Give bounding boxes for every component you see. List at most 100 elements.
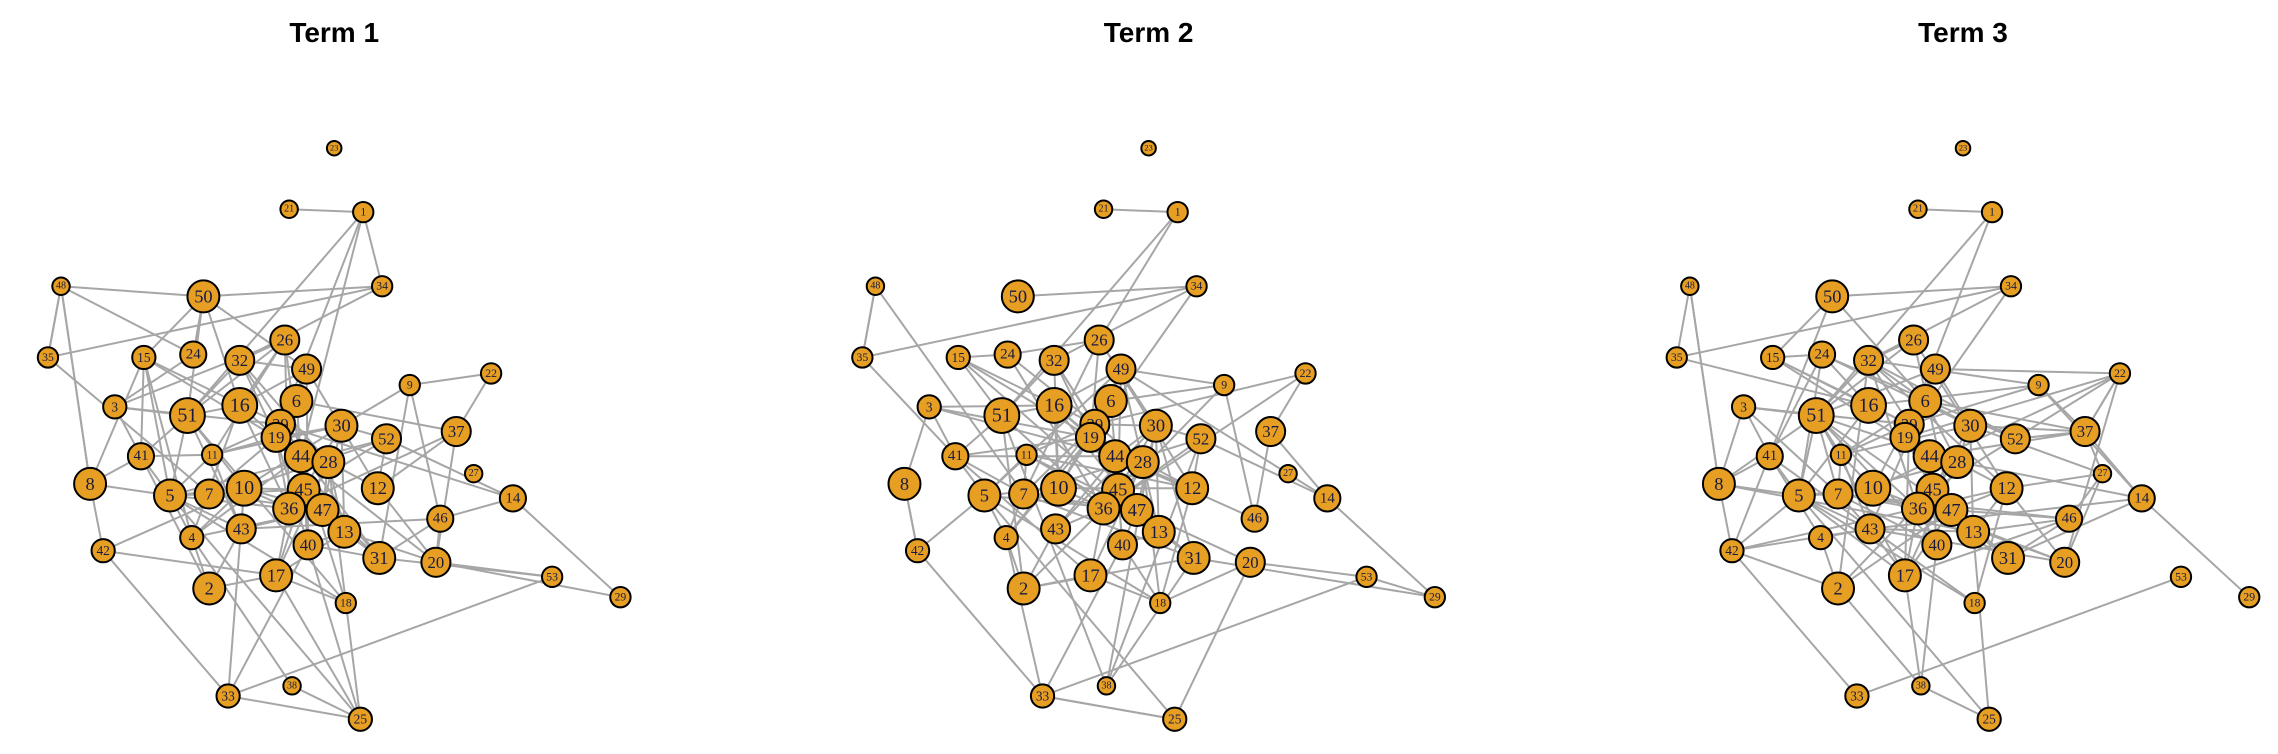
- node-label: 21: [1913, 204, 1923, 215]
- node: [1956, 514, 1991, 549]
- node-label: 48: [1685, 281, 1695, 292]
- node-label: 36: [280, 499, 298, 519]
- edge: [1110, 384, 1225, 403]
- node-label: 43: [1047, 519, 1064, 538]
- edge: [1868, 359, 2039, 387]
- node-label: 18: [1154, 596, 1166, 609]
- node: [1954, 139, 1972, 157]
- node-label: 26: [1905, 331, 1922, 350]
- node-label: 33: [1850, 688, 1864, 703]
- node: [1755, 442, 1784, 471]
- node-label: 31: [370, 548, 388, 568]
- node-label: 10: [1863, 477, 1883, 499]
- node-label: 32: [231, 351, 248, 370]
- node: [1807, 340, 1837, 369]
- node: [292, 529, 324, 561]
- node: [225, 469, 263, 507]
- node-label: 18: [340, 596, 352, 609]
- node-label: 1: [360, 206, 366, 219]
- edge: [89, 357, 145, 485]
- node-label: 4: [1003, 530, 1010, 545]
- node: [1908, 199, 1928, 219]
- node: [1185, 423, 1217, 455]
- node-label: 40: [1114, 535, 1131, 554]
- node-label: 4: [1817, 530, 1824, 545]
- node: [1730, 394, 1757, 420]
- node: [540, 565, 564, 589]
- edge: [140, 455, 211, 589]
- node-label: 5: [1794, 485, 1803, 505]
- node: [279, 384, 314, 419]
- node-label: 34: [1191, 280, 1203, 293]
- edge: [378, 384, 411, 559]
- edge: [1042, 695, 1175, 721]
- node-label: 11: [1835, 448, 1846, 461]
- node-label: 8: [900, 474, 909, 494]
- node-label: 50: [1009, 286, 1027, 306]
- node-label: 53: [546, 570, 558, 583]
- edge: [142, 357, 171, 496]
- node-label: 23: [1959, 144, 1967, 153]
- node: [269, 324, 301, 356]
- edge: [186, 415, 243, 530]
- edge: [340, 425, 346, 532]
- node-label: 23: [330, 144, 338, 153]
- node: [2127, 484, 2156, 513]
- panel-title: Term 1: [289, 17, 379, 48]
- node-label: 51: [177, 405, 197, 427]
- edge: [275, 574, 362, 720]
- node: [1119, 493, 1154, 527]
- network-panel: Term 22321148345035152432264992235116639…: [851, 17, 1447, 732]
- node: [1999, 275, 2023, 298]
- node-label: 29: [2243, 591, 2255, 604]
- node-label: 24: [1815, 347, 1831, 363]
- node-label: 22: [1300, 367, 1312, 380]
- node: [179, 524, 205, 551]
- edge: [1973, 487, 2008, 604]
- node-label: 47: [1128, 500, 1146, 520]
- edge: [60, 286, 92, 484]
- edge: [227, 575, 553, 697]
- edge: [1366, 575, 1436, 599]
- edge: [280, 423, 514, 500]
- node: [1423, 586, 1447, 609]
- edge: [203, 285, 383, 298]
- edge: [1837, 509, 1952, 590]
- node: [1822, 478, 1854, 510]
- edge: [1742, 406, 1839, 495]
- edge: [1904, 517, 2070, 577]
- node-label: 12: [1183, 478, 1201, 498]
- node: [1355, 565, 1378, 589]
- node-label: 30: [1961, 416, 1979, 436]
- edge: [169, 494, 347, 604]
- node-label: 21: [284, 204, 294, 215]
- node: [272, 491, 307, 526]
- node: [2049, 546, 2081, 578]
- node-label: 17: [1896, 565, 1914, 585]
- node: [1073, 558, 1108, 593]
- node: [945, 344, 971, 371]
- edge: [408, 384, 442, 519]
- edge: [1098, 211, 1179, 341]
- node: [2108, 362, 2132, 385]
- node: [2092, 463, 2113, 484]
- node-label: 12: [369, 478, 387, 498]
- node-label: 5: [165, 485, 174, 505]
- node-label: 35: [42, 351, 54, 364]
- node: [1040, 513, 1072, 545]
- edge: [1193, 556, 1435, 599]
- edge: [1159, 561, 1251, 604]
- node: [1919, 353, 1951, 385]
- node: [1240, 504, 1269, 533]
- node-label: 5: [980, 485, 989, 505]
- node: [1953, 408, 1988, 443]
- node-label: 1: [1989, 206, 1995, 219]
- node-label: 7: [1834, 485, 1842, 504]
- edge: [1868, 384, 2039, 407]
- node: [1185, 275, 1208, 298]
- node: [398, 373, 421, 397]
- node-label: 36: [1094, 499, 1112, 519]
- edge: [299, 211, 365, 457]
- node: [1015, 443, 1038, 466]
- node: [1850, 386, 1887, 424]
